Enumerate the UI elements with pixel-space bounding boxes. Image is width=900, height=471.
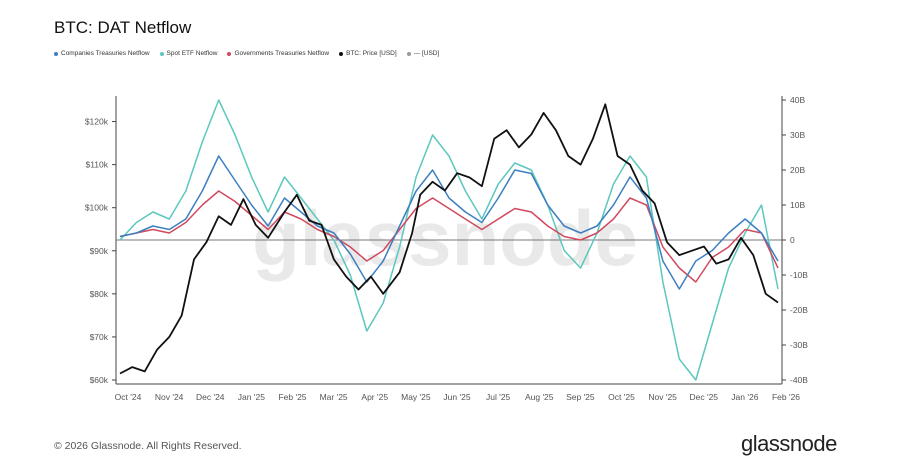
right-tick-label: 0 — [790, 235, 795, 245]
left-tick-label: $90k — [90, 246, 109, 256]
x-tick-label: May '25 — [401, 392, 431, 402]
series-lines — [119, 99, 779, 381]
x-tick-label: Dec '24 — [196, 392, 225, 402]
legend-item-dashed[interactable]: --- [USD] — [406, 50, 440, 57]
legend-item-spot-etf[interactable]: Spot ETF Netflow — [159, 50, 218, 57]
legend-dot-icon — [54, 51, 58, 56]
series-line-governments-treasuries-netflow — [119, 190, 779, 283]
legend-dot-icon — [227, 51, 232, 56]
legend-label: Companies Treasuries Netflow — [61, 50, 150, 57]
x-tick-label: Jan '26 — [731, 392, 758, 402]
legend-item-companies[interactable]: Companies Treasuries Netflow — [54, 50, 150, 57]
x-tick-label: Apr '25 — [361, 392, 388, 402]
series-line-companies-treasuries-netflow — [119, 155, 779, 290]
copyright-footer: © 2026 Glassnode. All Rights Reserved. — [54, 440, 242, 452]
legend-dot-icon — [159, 51, 164, 56]
x-tick-label: Oct '25 — [608, 392, 635, 402]
x-tick-label: Nov '24 — [155, 392, 184, 402]
chart-title: BTC: DAT Netflow — [54, 18, 192, 37]
right-tick-label: -20B — [790, 305, 808, 315]
x-tick-label: Oct '24 — [115, 392, 142, 402]
x-tick-label: Aug '25 — [525, 392, 554, 402]
x-tick-label: Feb '26 — [772, 392, 800, 402]
left-tick-label: $60k — [90, 375, 109, 385]
right-tick-label: 10B — [790, 200, 805, 210]
x-tick-label: Mar '25 — [320, 392, 348, 402]
right-tick-label: 20B — [790, 165, 805, 175]
left-tick-label: $100k — [85, 203, 109, 213]
watermark: glassnode — [252, 194, 638, 282]
legend-dot-icon — [406, 51, 411, 56]
x-tick-label: Jan '25 — [238, 392, 265, 402]
right-tick-label: 30B — [790, 130, 805, 140]
legend-dot-icon — [339, 51, 344, 56]
right-tick-label: -10B — [790, 270, 808, 280]
legend-label: Governments Treasuries Netflow — [234, 50, 330, 57]
left-tick-label: $120k — [85, 117, 109, 127]
legend-item-governments[interactable]: Governments Treasuries Netflow — [227, 50, 329, 57]
glassnode-logo: glassnode — [741, 431, 837, 456]
x-tick-label: Jul '25 — [486, 392, 511, 402]
legend-label: Spot ETF Netflow — [166, 50, 218, 57]
axis-ticks: $60k $70k $80k $90k $100k $110k $120k -40B -30B -… — [85, 95, 808, 402]
series-line-btc-price-usd — [119, 103, 779, 375]
legend-item-btc-price[interactable]: BTC: Price [USD] — [339, 50, 397, 57]
right-tick-label: -40B — [790, 375, 808, 385]
left-tick-label: $110k — [85, 160, 108, 170]
legend: Companies Treasuries Netflow Spot ETF Ne… — [54, 50, 439, 57]
x-tick-label: Nov '25 — [648, 392, 677, 402]
left-tick-label: $70k — [90, 332, 109, 342]
legend-label: --- [USD] — [413, 50, 440, 57]
series-line-spot-etf-netflow — [119, 99, 779, 381]
left-tick-label: $80k — [90, 289, 109, 299]
legend-label: BTC: Price [USD] — [346, 50, 397, 57]
x-tick-label: Sep '25 — [566, 392, 595, 402]
x-tick-label: Dec '25 — [689, 392, 718, 402]
x-tick-label: Feb '25 — [278, 392, 306, 402]
right-tick-label: -30B — [790, 340, 808, 350]
x-tick-label: Jun '25 — [443, 392, 470, 402]
right-tick-label: 40B — [790, 95, 805, 105]
